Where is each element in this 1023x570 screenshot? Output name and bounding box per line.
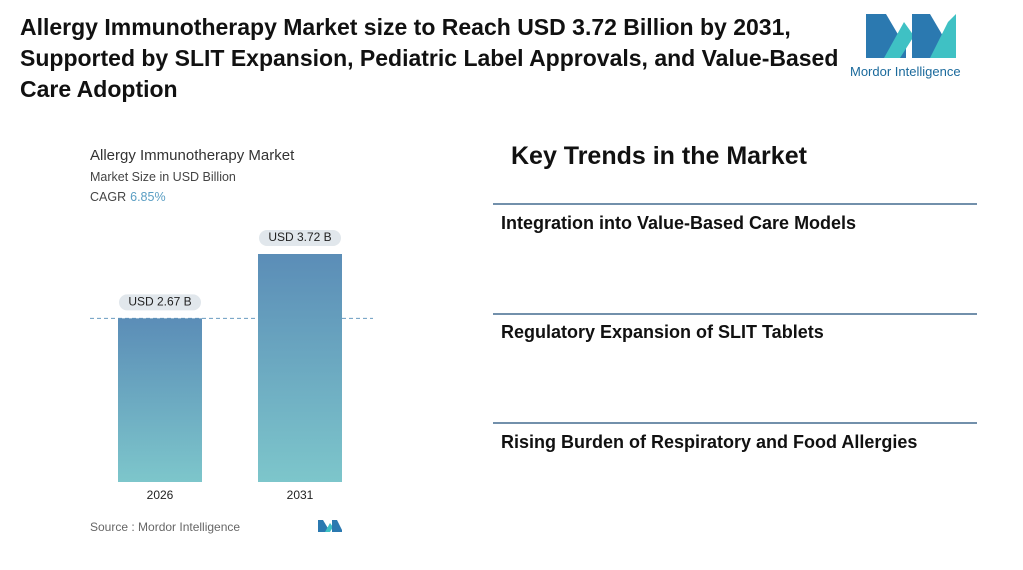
cagr: CAGR 6.85%: [90, 190, 166, 204]
x-tick-label: 2026: [147, 488, 174, 502]
chart-subtitle: Market Size in USD Billion: [90, 170, 236, 184]
value-label-bg: [119, 294, 201, 311]
trend-item: Rising Burden of Respiratory and Food Al…: [501, 432, 918, 452]
source: Source : Mordor Intelligence: [90, 520, 241, 534]
bar: [118, 318, 202, 482]
cagr-label: CAGR: [90, 190, 127, 204]
chart-title: Allergy Immunotherapy Market: [90, 147, 295, 164]
value-label: USD 3.72 B: [268, 230, 331, 244]
small-logo: [318, 520, 342, 532]
logo-text: Mordor Intelligence: [850, 64, 961, 79]
trend-item: Integration into Value-Based Care Models: [501, 213, 857, 233]
logo: [866, 14, 956, 58]
bar: [258, 254, 342, 482]
cagr-value: 6.85%: [130, 190, 166, 204]
x-tick-label: 2031: [287, 488, 314, 502]
key-trends-title: Key Trends in the Market: [511, 142, 807, 170]
value-label-bg: [259, 230, 341, 246]
trend-item: Regulatory Expansion of SLIT Tablets: [501, 322, 824, 342]
headline: Allergy Immunotherapy Market size to Rea…: [20, 14, 839, 102]
value-label: USD 2.67 B: [128, 295, 191, 309]
